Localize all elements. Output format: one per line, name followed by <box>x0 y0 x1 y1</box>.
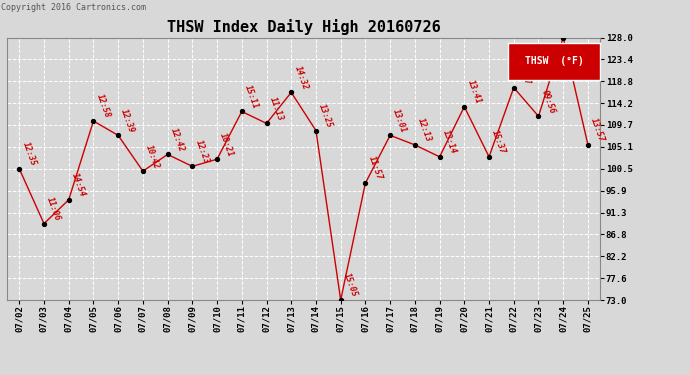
Text: 11:57: 11:57 <box>366 155 384 182</box>
Point <box>409 142 420 148</box>
Point <box>14 166 25 172</box>
Point <box>212 156 223 162</box>
Point <box>384 132 395 138</box>
Point <box>509 85 520 91</box>
Text: 12:58: 12:58 <box>95 93 112 120</box>
Text: 15:37: 15:37 <box>491 129 507 155</box>
Point <box>137 168 148 174</box>
Point <box>286 89 297 95</box>
Text: 15:05: 15:05 <box>342 272 359 298</box>
Point <box>484 154 495 160</box>
Point <box>360 180 371 186</box>
Point <box>558 34 569 40</box>
Point <box>162 152 173 157</box>
Text: 13:57: 13:57 <box>589 117 607 144</box>
Text: 14:54: 14:54 <box>70 172 87 198</box>
Text: 14:32: 14:32 <box>293 64 310 91</box>
Point <box>236 108 247 114</box>
Text: 09:56: 09:56 <box>540 88 557 115</box>
Text: 15:11: 15:11 <box>243 84 260 110</box>
Text: 15:37: 15:37 <box>515 60 532 86</box>
Text: 12:35: 12:35 <box>21 141 37 167</box>
Point <box>533 113 544 119</box>
Text: 12:39: 12:39 <box>119 107 137 134</box>
Text: 13:25: 13:25 <box>317 103 334 129</box>
Title: THSW Index Daily High 20160726: THSW Index Daily High 20160726 <box>167 19 440 35</box>
Point <box>261 120 272 126</box>
Point <box>39 220 50 226</box>
Text: Copyright 2016 Cartronics.com: Copyright 2016 Cartronics.com <box>1 3 146 12</box>
Text: 12:42: 12:42 <box>169 126 186 153</box>
Point <box>310 128 322 134</box>
Text: 12:13: 12:13 <box>416 117 433 144</box>
Text: 10:42: 10:42 <box>144 143 161 170</box>
Text: 13:14: 13:14 <box>441 129 458 155</box>
Text: 11:13: 11:13 <box>268 95 285 122</box>
Point <box>112 132 124 138</box>
Text: 12:23: 12:23 <box>194 138 210 165</box>
Text: 11:06: 11:06 <box>46 196 62 222</box>
Point <box>63 197 75 203</box>
Text: 13:41: 13:41 <box>466 79 482 105</box>
Point <box>434 154 445 160</box>
Point <box>459 104 470 110</box>
Point <box>88 118 99 124</box>
Text: 10:21: 10:21 <box>218 131 235 158</box>
Point <box>335 297 346 303</box>
Text: 13:01: 13:01 <box>391 107 408 134</box>
Point <box>187 164 198 170</box>
Point <box>582 142 593 148</box>
